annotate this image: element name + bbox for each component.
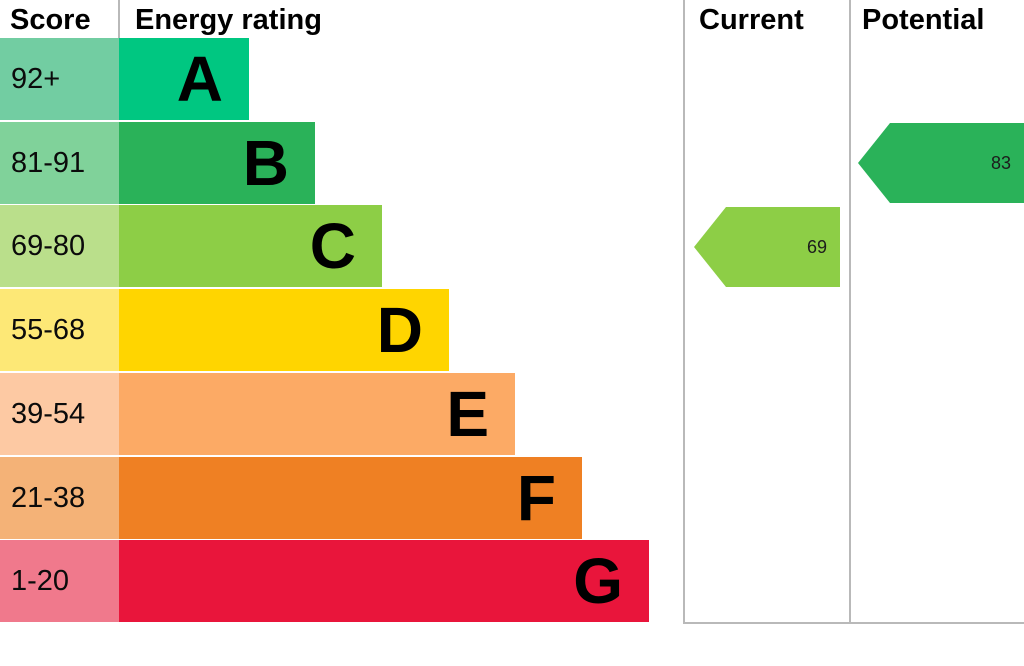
band-row-f: 21-38 F (0, 457, 684, 539)
band-bar-c: C (119, 205, 382, 287)
band-row-a: 92+ A (0, 38, 684, 120)
band-score-range-c: 69-80 (0, 205, 119, 287)
band-bar-f: F (119, 457, 582, 539)
band-bar-b: B (119, 122, 315, 204)
header-potential: Potential (862, 3, 985, 36)
current-column-divider (683, 0, 685, 624)
band-bar-a: A (119, 38, 249, 120)
band-row-e: 39-54 E (0, 373, 684, 455)
band-row-d: 55-68 D (0, 289, 684, 371)
band-bar-e: E (119, 373, 515, 455)
score-column-divider (118, 0, 120, 40)
band-score-range-b: 81-91 (0, 122, 119, 204)
band-row-b: 81-91 B (0, 122, 684, 204)
potential-column-divider (849, 0, 851, 624)
band-bar-d: D (119, 289, 449, 371)
potential-rating-arrow: 83 (858, 123, 1024, 203)
header-score: Score (10, 3, 91, 36)
band-score-range-d: 55-68 (0, 289, 119, 371)
band-score-range-g: 1-20 (0, 540, 119, 622)
band-bar-g: G (119, 540, 649, 622)
bottom-border (683, 622, 1024, 624)
band-score-range-f: 21-38 (0, 457, 119, 539)
band-score-range-a: 92+ (0, 38, 119, 120)
header-energy-rating: Energy rating (135, 3, 322, 36)
current-rating-arrow: 69 (694, 207, 840, 287)
current-rating-value: 69 (806, 236, 827, 257)
band-row-c: 69-80 C (0, 205, 684, 287)
potential-rating-value: 83 (990, 152, 1011, 173)
band-row-g: 1-20 G (0, 540, 684, 622)
band-score-range-e: 39-54 (0, 373, 119, 455)
header-current: Current (699, 3, 804, 36)
